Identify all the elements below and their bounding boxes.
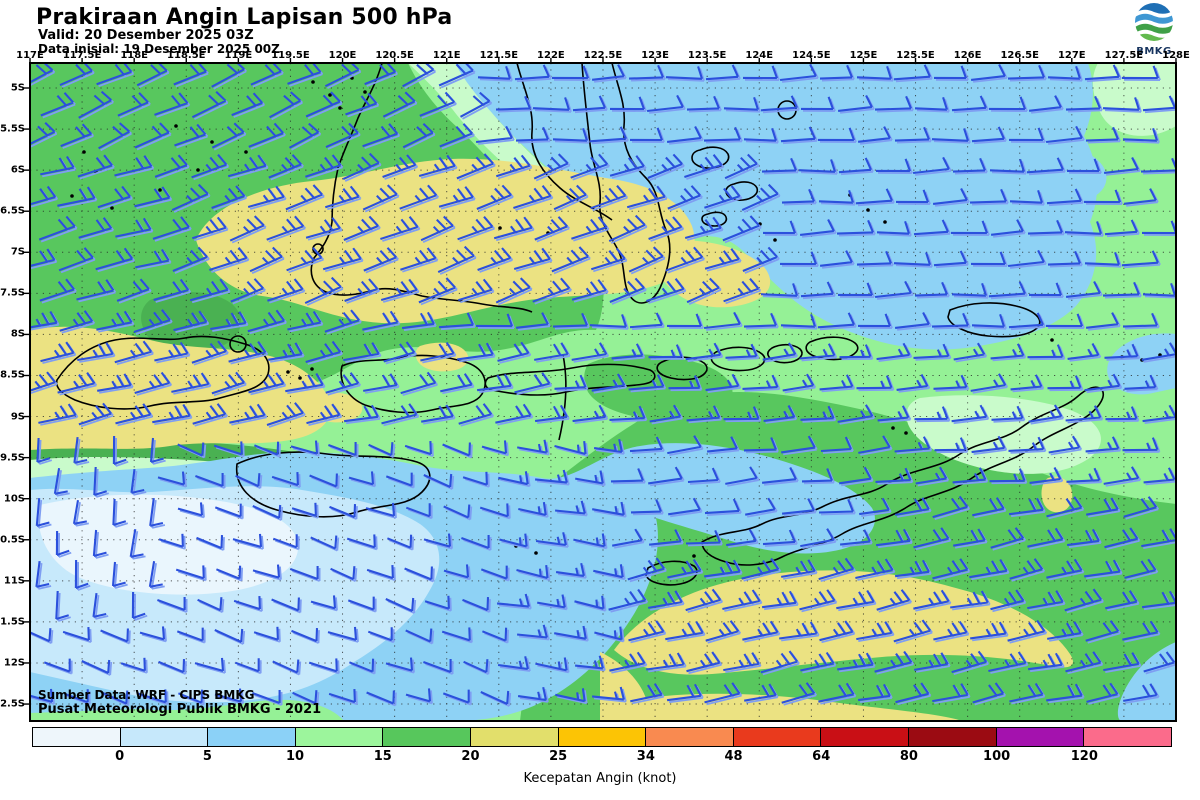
lon-label: 122E: [537, 50, 565, 61]
lon-label: 122.5E: [583, 50, 623, 61]
page-title: Prakiraan Angin Lapisan 500 hPa: [36, 5, 453, 30]
legend-tick-label: 48: [724, 749, 743, 764]
lat-label: 10S: [3, 493, 25, 505]
wind-speed-legend-bar: [32, 727, 1172, 747]
map-layers: [30, 63, 1176, 721]
lon-label: 119.5E: [271, 50, 310, 61]
lat-label: 12S: [3, 657, 25, 669]
lon-label: 121E: [432, 50, 461, 61]
lon-label: 123.5E: [687, 50, 727, 61]
lon-label: 124.5E: [792, 50, 831, 61]
lon-label: 126E: [953, 50, 982, 61]
lat-label: 7S: [10, 246, 25, 258]
lon-label: 120E: [328, 50, 357, 61]
legend-band: [558, 728, 647, 746]
legend-band: [295, 728, 384, 746]
lon-label: 117E: [16, 50, 44, 61]
lon-label: 119E: [224, 50, 253, 61]
lon-label: 118.5E: [167, 50, 206, 61]
axis-ticks: [24, 58, 1177, 705]
legend-tick-label: 64: [812, 749, 831, 764]
lon-label: 123E: [641, 50, 669, 61]
lat-label: 12.5S: [0, 698, 25, 710]
lon-label: 125.5E: [896, 50, 935, 61]
lon-label: 126.5E: [1000, 50, 1039, 61]
lon-label: 117.5E: [62, 50, 102, 61]
lat-label: 8.5S: [0, 369, 25, 381]
lon-label: 125E: [849, 50, 878, 61]
lat-label: 9S: [10, 411, 25, 423]
legend-band: [208, 728, 296, 746]
lat-label: 11.5S: [0, 616, 25, 628]
lon-label: 128E: [1162, 50, 1190, 61]
legend-band: [383, 728, 472, 746]
legend-tick-label: 15: [373, 749, 392, 764]
legend-tick-label: 0: [115, 749, 125, 764]
legend-tick-label: 25: [549, 749, 568, 764]
lat-label: 11S: [3, 575, 25, 587]
lat-label: 6S: [10, 164, 25, 176]
legend-tick-label: 80: [899, 749, 918, 764]
legend-band: [996, 728, 1085, 746]
valid-time: Valid: 20 Desember 2025 03Z: [38, 28, 254, 43]
lat-label: 10.5S: [0, 534, 25, 546]
legend-band: [733, 728, 822, 746]
legend-band: [471, 728, 559, 746]
lat-label: 6.5S: [0, 205, 25, 217]
legend-band: [909, 728, 997, 746]
lon-label: 120.5E: [375, 50, 414, 61]
lon-label: 121.5E: [479, 50, 519, 61]
bmkg-logo-icon: [1134, 2, 1174, 42]
lat-label: 5.5S: [0, 123, 25, 135]
lon-label: 127.5E: [1104, 50, 1144, 61]
bmkg-logo: BMKG: [1126, 1, 1182, 59]
bmkg-logo-label: BMKG: [1136, 46, 1172, 57]
data-source-line: Sumber Data: WRF - CIPS BMKG: [38, 688, 255, 702]
legend-tick-label: 100: [983, 749, 1011, 764]
legend-tick-label: 34: [636, 749, 655, 764]
legend-band: [821, 728, 910, 746]
lon-label: 118E: [120, 50, 149, 61]
lon-label: 124E: [745, 50, 774, 61]
lat-label: 7.5S: [0, 287, 25, 299]
legend-band: [646, 728, 734, 746]
legend-band: [120, 728, 209, 746]
legend-tick-label: 5: [202, 749, 212, 764]
legend-caption: Kecepatan Angin (knot): [523, 771, 677, 786]
lat-label: 8S: [10, 328, 25, 340]
legend-band: [1084, 728, 1171, 746]
legend-tick-label: 120: [1070, 749, 1098, 764]
legend-band: [33, 728, 121, 746]
issuer-line: Pusat Meteorologi Publik BMKG - 2021: [38, 702, 322, 717]
legend-tick-label: 20: [461, 749, 480, 764]
wind-barbs: [30, 63, 1176, 705]
lon-label: 127E: [1057, 50, 1086, 61]
lat-label: 9.5S: [0, 452, 25, 464]
legend-tick-label: 10: [286, 749, 305, 764]
init-time: Data inisial: 19 Desember 2025 00Z: [38, 42, 280, 56]
lat-label: 5S: [10, 82, 25, 94]
